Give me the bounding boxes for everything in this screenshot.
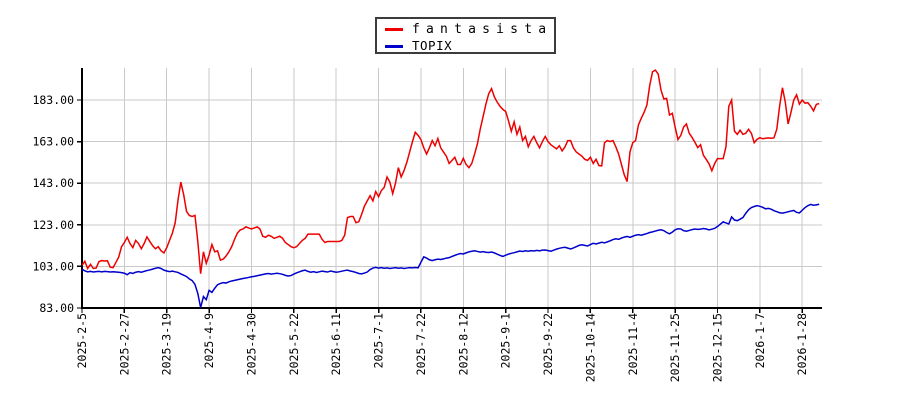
legend-item-fantasista: fantasista [385,22,548,37]
x-tick-label: 2025-7-1 [372,313,386,368]
y-tick-label: 103.00 [32,259,74,273]
y-tick-label: 123.00 [32,218,74,232]
x-tick-label: 2025-7-22 [414,313,428,375]
topix-line-swatch [385,45,403,48]
x-tick-label: 2025-9-1 [499,313,513,368]
y-tick-label: 83.00 [39,301,74,315]
x-tick-label: 2025-4-9 [202,313,216,368]
legend-label-fantasista: fantasista [412,22,553,37]
x-tick-label: 2025-11-25 [668,313,682,382]
topix-line [81,203,820,308]
x-tick-label: 2025-5-22 [287,313,301,375]
x-tick-label: 2025-3-19 [160,313,174,375]
fantasista-line [81,69,820,274]
y-tick-label: 163.00 [32,135,74,149]
x-tick-label: 2025-12-15 [710,313,724,382]
x-tick-label: 2026-1-28 [795,313,809,375]
legend-item-topix: TOPIX [385,39,548,54]
x-tick-label: 2025-11-4 [626,313,640,375]
x-tick-label: 2025-4-30 [244,313,258,375]
chart-legend: fantasista TOPIX [375,17,556,54]
y-tick-label: 183.00 [32,93,74,107]
y-tick-label: 143.00 [32,176,74,190]
x-tick-label: 2026-1-7 [753,313,767,368]
x-tick-label: 2025-8-12 [456,313,470,375]
fantasista-line-swatch [385,28,403,31]
x-tick-label: 2025-2-27 [117,313,131,375]
legend-label-topix: TOPIX [412,38,453,54]
x-tick-label: 2025-6-11 [329,313,343,375]
x-tick-label: 2025-10-14 [583,313,597,382]
x-tick-label: 2025-2-5 [75,313,89,368]
x-tick-label: 2025-9-22 [541,313,555,375]
